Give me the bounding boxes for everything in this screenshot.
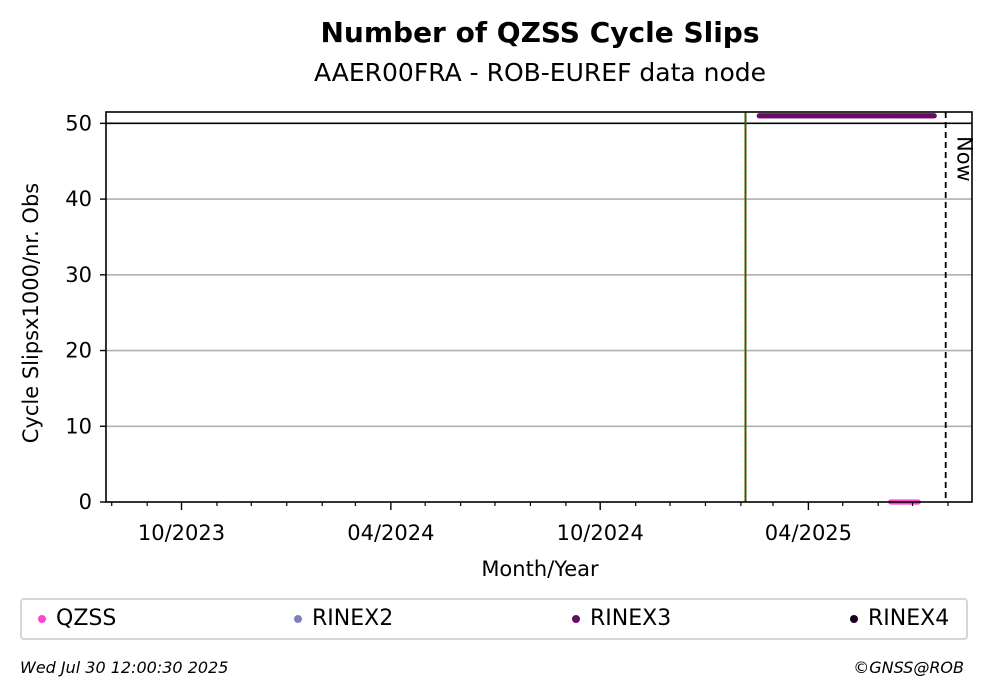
legend-item-rinex3: RINEX3 — [572, 606, 671, 631]
y-tick-label-0: 0 — [79, 490, 92, 514]
chart-area: Now 0 10 20 30 40 50 10/2023 04/2024 10/2024 04/2… — [19, 111, 977, 581]
legend-item-rinex4: RINEX4 — [850, 606, 949, 631]
now-label: Now — [953, 136, 977, 182]
legend-label-rinex2: RINEX2 — [312, 606, 394, 631]
y-tick-label-10: 10 — [65, 414, 92, 438]
grid-layer — [106, 198, 972, 428]
legend-label-rinex4: RINEX4 — [868, 606, 950, 631]
y-tick-label-20: 20 — [65, 339, 92, 363]
legend-label-rinex3: RINEX3 — [590, 606, 672, 631]
point-rinex3-153 — [931, 113, 937, 119]
x-tick-label-2: 10/2024 — [557, 521, 644, 545]
axis-layer: 0 10 20 30 40 50 10/2023 04/2024 10/2024 04/2025 — [65, 111, 973, 545]
chart-subtitle: AAER00FRA - ROB-EUREF data node — [313, 58, 767, 87]
x-tick-label-3: 04/2025 — [765, 521, 852, 545]
y-tick-label-40: 40 — [65, 187, 92, 211]
legend-marker-rinex2 — [294, 614, 302, 623]
footer-timestamp: Wed Jul 30 12:00:30 2025 — [20, 658, 229, 677]
footer-copyright: ©GNSS@ROB — [853, 658, 964, 677]
marks-layer: Now — [106, 112, 977, 505]
legend: QZSS RINEX2 RINEX3 RINEX4 — [20, 598, 968, 640]
plot-frame — [105, 111, 973, 503]
legend-marker-rinex4 — [850, 614, 858, 623]
legend-item-qzss: QZSS — [38, 606, 116, 631]
legend-marker-rinex3 — [572, 614, 580, 623]
legend-label-qzss: QZSS — [56, 606, 117, 631]
y-axis-label: Cycle Slipsx1000/nr. Obs — [19, 183, 43, 443]
legend-item-rinex2: RINEX2 — [294, 606, 393, 631]
y-tick-label-50: 50 — [65, 111, 92, 135]
x-tick-label-0: 10/2023 — [138, 521, 225, 545]
x-axis-label: Month/Year — [481, 557, 599, 581]
x-tick-label-1: 04/2024 — [347, 521, 434, 545]
chart-title: Number of QZSS Cycle Slips — [320, 16, 760, 49]
y-tick-label-30: 30 — [65, 263, 92, 287]
legend-marker-qzss — [38, 614, 46, 623]
